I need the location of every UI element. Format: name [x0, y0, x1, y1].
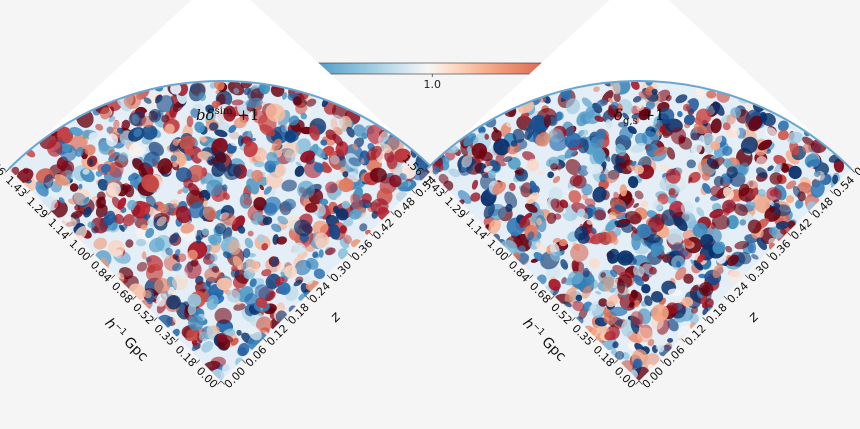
- distance-tick-mark: [423, 168, 428, 173]
- distance-tick-mark: [217, 380, 222, 385]
- distance-tick-mark: [132, 295, 137, 300]
- title-tail: +1: [232, 106, 259, 124]
- distance-tick-mark: [529, 274, 534, 279]
- redshift-tick-mark: [411, 189, 416, 194]
- colorbar-tick-label: 1.0: [423, 78, 441, 91]
- redshift-tick-mark: [390, 211, 395, 216]
- panel-galaxy: 1.561.431.291.141.000.840.680.520.350.18…: [400, 0, 860, 391]
- distance-tick-mark: [465, 211, 470, 216]
- redshift-tick-mark: [808, 211, 813, 216]
- distance-tick-mark: [89, 253, 94, 258]
- distance-tick-mark: [614, 359, 619, 364]
- panel-title-galaxy: δg,s +1: [614, 106, 665, 127]
- redshift-tick-mark: [284, 317, 289, 322]
- redshift-tick-mark: [369, 232, 374, 237]
- redshift-tick-mark: [850, 168, 855, 173]
- redshift-tick-mark: [305, 295, 310, 300]
- distance-tick-mark: [5, 168, 10, 173]
- redshift-tick-mark: [263, 338, 268, 343]
- redshift-tick-mark: [702, 317, 707, 322]
- redshift-tick-mark: [744, 274, 749, 279]
- svg-text:δg,s +1: δg,s +1: [614, 106, 665, 127]
- title-sub: g,s: [623, 116, 638, 127]
- distance-tick-mark: [111, 274, 116, 279]
- distance-tick-mark: [26, 189, 31, 194]
- redshift-axis-label: z: [745, 309, 763, 327]
- distance-tick-mark: [571, 317, 576, 322]
- redshift-tick-mark: [787, 232, 792, 237]
- distance-tick-mark: [444, 189, 449, 194]
- svg-text:bδsim +1: bδsim +1: [196, 106, 259, 124]
- redshift-tick-mark: [326, 274, 331, 279]
- distance-tick-mark: [507, 253, 512, 258]
- panel-sim: 1.561.431.291.141.000.840.680.520.350.18…: [0, 0, 460, 391]
- redshift-tick-mark: [829, 189, 834, 194]
- distance-tick-mark: [68, 232, 73, 237]
- redshift-tick-mark: [659, 359, 664, 364]
- redshift-axis-label: z: [327, 309, 345, 327]
- redshift-tick-mark: [681, 338, 686, 343]
- title-tail: +1: [638, 106, 665, 124]
- distance-tick-mark: [486, 232, 491, 237]
- wedge-arc: [426, 80, 852, 170]
- redshift-tick-label: 0.60: [852, 152, 860, 179]
- panel-title-sim: bδsim +1: [196, 106, 259, 124]
- distance-tick-label: 1.56: [0, 152, 8, 179]
- title-sup: sim: [215, 106, 233, 117]
- distance-tick-mark: [196, 359, 201, 364]
- redshift-tick-mark: [723, 295, 728, 300]
- redshift-tick-mark: [241, 359, 246, 364]
- distance-tick-mark: [47, 211, 52, 216]
- redshift-tick-mark: [220, 380, 225, 385]
- density-field: [8, 80, 434, 381]
- wedge-arc: [8, 80, 434, 170]
- redshift-tick-mark: [638, 380, 643, 385]
- redshift-tick-mark: [348, 253, 353, 258]
- distance-tick-mark: [592, 338, 597, 343]
- title-main: δ: [614, 106, 623, 124]
- distance-tick-mark: [550, 295, 555, 300]
- redshift-tick-mark: [766, 253, 771, 258]
- title-main: bδ: [196, 106, 215, 124]
- distance-tick-mark: [635, 380, 640, 385]
- distance-tick-mark: [153, 317, 158, 322]
- distance-tick-mark: [174, 338, 179, 343]
